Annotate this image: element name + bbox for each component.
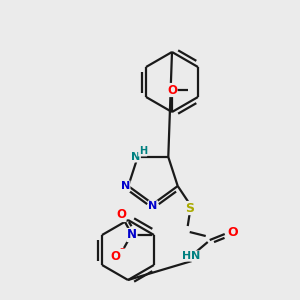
Text: N: N — [148, 201, 158, 211]
Text: N: N — [121, 181, 130, 191]
Text: H: H — [182, 251, 191, 261]
Text: N: N — [127, 229, 137, 242]
Text: O: O — [110, 250, 120, 262]
Text: O: O — [167, 83, 177, 97]
Text: H: H — [139, 146, 147, 156]
Text: ⁻: ⁻ — [119, 246, 124, 256]
Text: O: O — [227, 226, 238, 238]
Text: O: O — [116, 208, 126, 221]
Text: N: N — [131, 152, 140, 162]
Text: N: N — [191, 251, 200, 261]
Text: S: S — [185, 202, 194, 214]
